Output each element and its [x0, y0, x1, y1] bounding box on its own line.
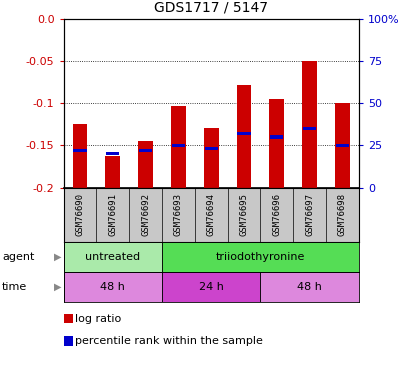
Text: GSM76690: GSM76690	[75, 193, 84, 236]
Text: agent: agent	[2, 252, 34, 262]
Text: GSM76694: GSM76694	[206, 193, 215, 236]
Bar	[106, 152, 119, 155]
Text: untreated: untreated	[85, 252, 140, 262]
FancyBboxPatch shape	[260, 272, 358, 302]
FancyBboxPatch shape	[63, 272, 162, 302]
Text: ▶: ▶	[54, 252, 61, 262]
Bar	[334, 103, 349, 188]
Text: GSM76696: GSM76696	[272, 193, 281, 236]
Bar	[302, 127, 315, 130]
FancyBboxPatch shape	[63, 242, 162, 272]
Text: 48 h: 48 h	[100, 282, 125, 292]
Bar	[171, 106, 185, 188]
Text: GSM76691: GSM76691	[108, 193, 117, 236]
Text: 48 h: 48 h	[297, 282, 321, 292]
Bar	[237, 132, 250, 135]
Bar	[138, 141, 153, 188]
FancyBboxPatch shape	[162, 242, 358, 272]
Bar	[236, 85, 251, 188]
Text: log ratio: log ratio	[75, 314, 121, 324]
Text: ▶: ▶	[54, 282, 61, 292]
FancyBboxPatch shape	[162, 272, 260, 302]
Text: percentile rank within the sample: percentile rank within the sample	[75, 336, 262, 346]
Text: GSM76692: GSM76692	[141, 193, 150, 236]
Bar	[203, 128, 218, 188]
Bar	[335, 144, 348, 147]
Text: GSM76698: GSM76698	[337, 193, 346, 236]
Text: triiodothyronine: triiodothyronine	[215, 252, 304, 262]
Title: GDS1717 / 5147: GDS1717 / 5147	[154, 1, 267, 15]
Text: GSM76695: GSM76695	[239, 193, 248, 236]
Bar	[269, 99, 283, 188]
Bar	[139, 149, 152, 152]
Bar	[73, 149, 86, 152]
Bar	[72, 124, 87, 188]
Bar	[301, 61, 316, 188]
Bar	[270, 135, 283, 139]
Bar	[204, 147, 217, 150]
Bar	[105, 156, 120, 188]
Bar	[171, 144, 184, 147]
Text: GSM76697: GSM76697	[304, 193, 313, 236]
Text: 24 h: 24 h	[198, 282, 223, 292]
Text: time: time	[2, 282, 27, 292]
Text: GSM76693: GSM76693	[173, 193, 182, 236]
